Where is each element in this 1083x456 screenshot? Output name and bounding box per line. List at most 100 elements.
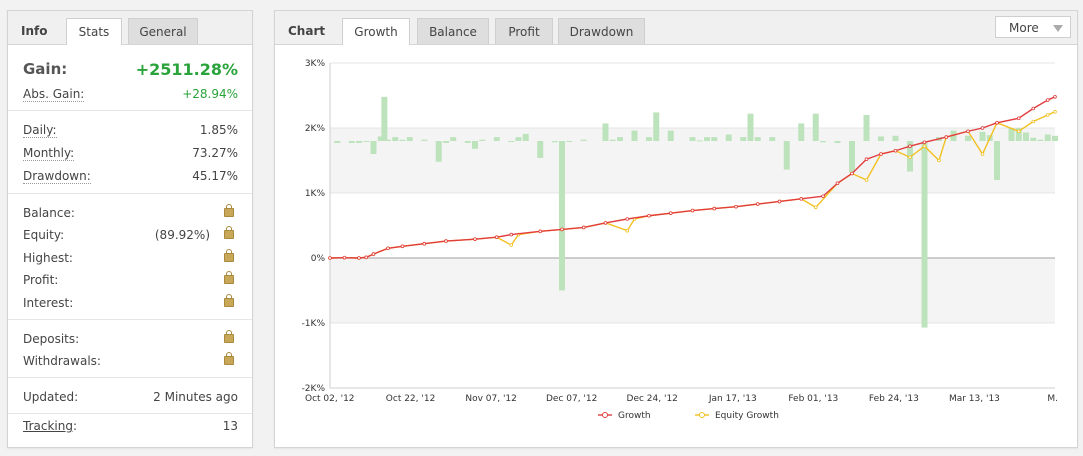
drawdown-label[interactable]: Drawdown:: [23, 169, 91, 184]
gain-label: Gain:: [23, 60, 68, 78]
bar: [994, 141, 1000, 180]
legend-marker: [699, 412, 705, 418]
bar: [834, 141, 841, 143]
withdrawals-label: Withdrawals:: [23, 354, 101, 368]
bar: [1044, 134, 1051, 141]
bar: [406, 137, 413, 141]
bar: [399, 139, 406, 141]
bar: [363, 141, 370, 142]
growth-point: [473, 237, 477, 241]
bar: [979, 131, 986, 141]
bar: [1052, 135, 1058, 141]
bar: [747, 113, 754, 141]
chart-panel: Chart Growth Balance Profit Drawdown Mor…: [274, 10, 1078, 448]
plot-band: [330, 258, 1055, 323]
equity-growth-point: [937, 158, 941, 163]
bar: [580, 139, 587, 141]
lock-icon: [224, 249, 234, 262]
growth-point: [821, 194, 825, 199]
bar: [421, 139, 428, 141]
y-tick-label: -2K%: [302, 384, 326, 394]
growth-point: [712, 206, 717, 211]
growth-series: [328, 94, 1057, 260]
x-axis: Oct 02, '12 Oct 22, '12 Nov 07, '12 Dec 07,…: [305, 394, 1058, 404]
growth-point: [1053, 94, 1057, 99]
bar: [566, 141, 573, 142]
divider: [8, 193, 252, 194]
bar: [1030, 137, 1037, 141]
growth-point: [908, 144, 912, 148]
highest-label: Highest:: [23, 251, 73, 265]
growth-point: [799, 197, 804, 201]
tab-general[interactable]: General: [128, 18, 198, 44]
x-tick-label: Nov 07, '12: [465, 394, 517, 404]
equity-growth-point: [1016, 129, 1021, 134]
tab-stats[interactable]: Stats: [66, 18, 122, 45]
bar: [334, 141, 341, 143]
equity-value: (89.92%): [154, 228, 210, 242]
daily-label[interactable]: Daily:: [23, 123, 57, 138]
growth-point: [494, 235, 499, 240]
balance-label: Balance:: [23, 206, 75, 220]
growth-point: [422, 241, 427, 246]
growth-point: [647, 213, 651, 218]
growth-point: [1031, 106, 1036, 111]
x-tick-label: Dec 07, '12: [546, 394, 597, 404]
bar: [537, 141, 544, 158]
bar: [812, 113, 819, 141]
divider: [8, 110, 252, 111]
growth-point: [603, 221, 608, 225]
monthly-label[interactable]: Monthly:: [23, 146, 75, 161]
bar: [472, 141, 478, 149]
daily-value: 1.85%: [199, 123, 238, 137]
bar: [696, 140, 703, 142]
growth-point: [357, 256, 361, 260]
legend-label: Equity Growth: [715, 411, 779, 421]
bar: [798, 123, 805, 141]
growth-point: [560, 227, 564, 232]
equity-growth-point: [864, 178, 869, 182]
tab-drawdown[interactable]: Drawdown: [558, 18, 645, 44]
bar: [356, 141, 362, 143]
bar: [849, 141, 855, 173]
profit-label: Profit:: [23, 273, 59, 287]
bar: [464, 141, 471, 143]
tab-balance[interactable]: Balance: [417, 18, 489, 44]
y-tick-label: 1K%: [305, 189, 326, 199]
growth-point: [342, 255, 347, 260]
abs-gain-label[interactable]: Abs. Gain:: [23, 87, 85, 102]
growth-point: [371, 252, 376, 256]
tab-profit[interactable]: Profit: [495, 18, 553, 44]
bar: [1023, 132, 1029, 141]
x-tick-label: Dec 24, '12: [627, 394, 678, 404]
growth-point: [995, 121, 999, 125]
equity-growth-point: [1053, 109, 1057, 114]
growth-point: [864, 157, 869, 161]
growth-point: [668, 211, 673, 215]
y-tick-label: 0%: [311, 254, 326, 264]
bar: [653, 112, 660, 141]
gain-value: +2511.28%: [135, 60, 238, 79]
chart-tabbar: Chart Growth Balance Profit Drawdown Mor…: [275, 11, 1077, 45]
growth-point: [690, 208, 695, 213]
growth-point: [835, 181, 840, 186]
growth-point: [444, 239, 448, 243]
tracking-colon: :: [72, 419, 78, 433]
tracking-link[interactable]: Tracking: [23, 419, 73, 433]
growth-point: [581, 225, 586, 230]
bars: [334, 96, 1058, 328]
tab-growth[interactable]: Growth: [342, 18, 410, 45]
bar: [508, 141, 515, 142]
more-button[interactable]: More: [995, 16, 1071, 38]
bar: [769, 137, 776, 141]
divider: [8, 319, 252, 320]
bar: [479, 139, 486, 141]
bar: [602, 123, 609, 141]
x-tick-label: M.: [1047, 394, 1058, 404]
legend: Growth Equity Growth: [598, 411, 779, 421]
y-tick-label: 3K%: [305, 59, 326, 69]
bar: [921, 141, 928, 328]
growth-point: [893, 148, 898, 153]
legend-label: Growth: [618, 411, 651, 421]
more-label: More: [1009, 21, 1039, 35]
